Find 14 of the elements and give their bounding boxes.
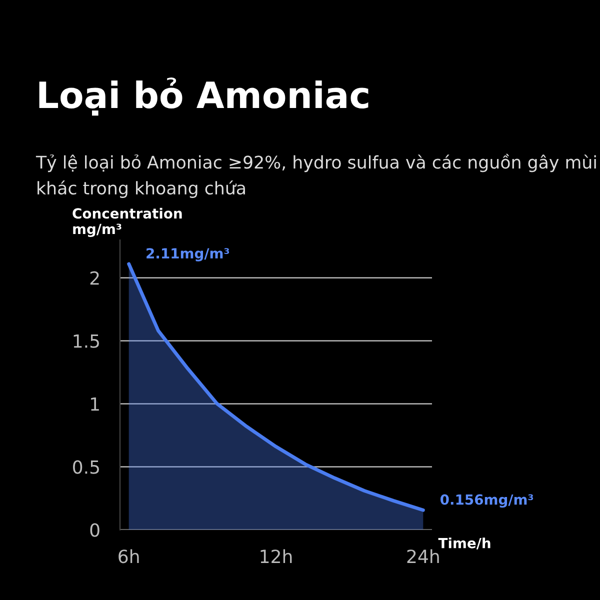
annotation: 2.11mg/m³ [146, 248, 230, 262]
x-tick-label: 6h [118, 549, 139, 564]
x-tick-label: 12h [260, 549, 292, 563]
x-tick-label: 24h [407, 549, 439, 563]
y-axis-title: Concentration mg/m³ [72, 208, 182, 237]
x-axis-title: Time/h [438, 538, 490, 550]
chart-subtitle: Tỷ lệ loại bỏ Amoniac ≥92%, hydro sulfua và các nguồn gây mùi khác trong khoang chứa [36, 154, 596, 198]
y-tick-label: 0.5 [73, 460, 99, 474]
y-tick-label: 2 [90, 271, 99, 285]
annotation: 0.156mg/m³ [440, 494, 534, 508]
chart-title: Loại bỏ Amoniac [39, 78, 368, 116]
y-tick-label: 0 [90, 523, 100, 537]
y-tick-label: 1 [91, 397, 99, 411]
y-tick-label: 1.5 [74, 334, 99, 348]
